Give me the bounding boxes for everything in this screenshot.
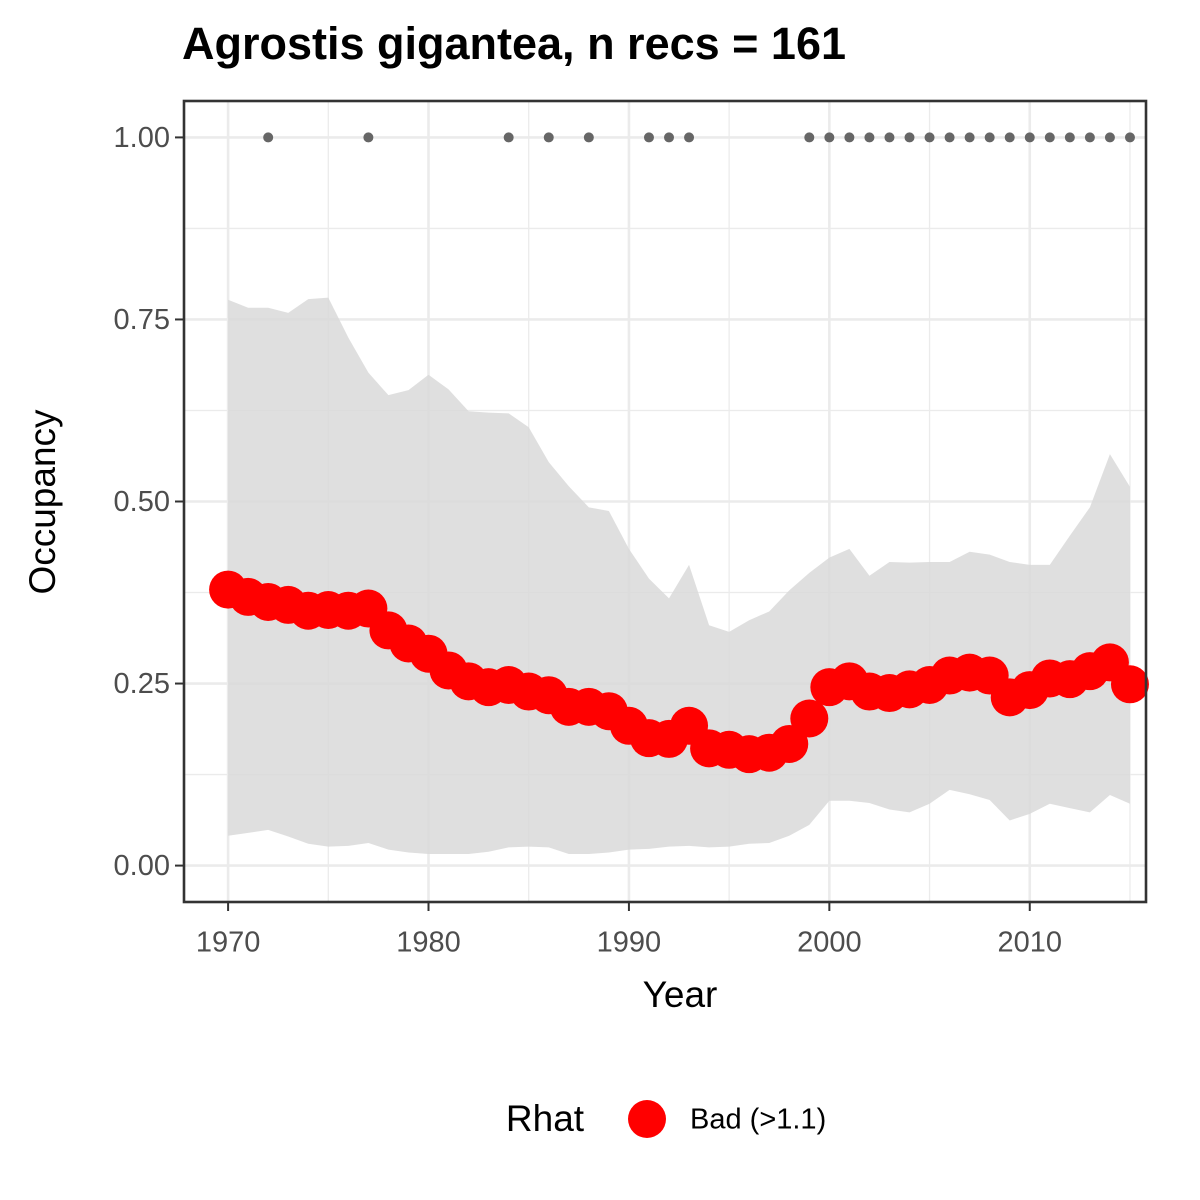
x-tick-label: 1990 [597, 927, 662, 959]
record-point [1064, 132, 1075, 143]
record-point [1084, 132, 1095, 143]
record-point [824, 132, 835, 143]
chart-title: Agrostis gigantea, n recs = 161 [182, 18, 846, 69]
y-axis-title: Occupancy [22, 409, 63, 595]
x-tick-label: 2010 [998, 927, 1063, 959]
x-tick-label: 2000 [797, 927, 862, 959]
legend-title: Rhat [506, 1098, 585, 1139]
record-point [583, 132, 594, 143]
panel-border [182, 99, 1148, 904]
x-tick-label: 1980 [396, 927, 461, 959]
occupancy-point [1110, 665, 1149, 704]
occupancy-point [770, 724, 809, 763]
record-point [964, 132, 975, 143]
record-point [1024, 132, 1035, 143]
occupancy-point [790, 699, 829, 738]
record-point [864, 132, 875, 143]
record-point [924, 132, 935, 143]
x-tick-label: 1970 [196, 927, 261, 959]
x-axis-title: Year [643, 974, 718, 1015]
record-point [944, 132, 955, 143]
record-point [904, 132, 915, 143]
record-point [844, 132, 855, 143]
legend-key [628, 1100, 666, 1138]
y-tick-label: 0.50 [114, 486, 170, 518]
record-point [503, 132, 514, 143]
record-point [804, 132, 815, 143]
y-tick-label: 0.00 [114, 850, 170, 882]
legend-label: Bad (>1.1) [690, 1104, 826, 1136]
record-point [543, 132, 554, 143]
record-point [884, 132, 895, 143]
record-point [1104, 132, 1115, 143]
record-point [363, 132, 374, 143]
record-point [1004, 132, 1015, 143]
y-tick-label: 1.00 [114, 122, 170, 154]
confidence-ribbon [228, 297, 1130, 854]
record-point [263, 132, 274, 143]
record-point [1044, 132, 1055, 143]
record-point [664, 132, 675, 143]
y-tick-label: 0.75 [114, 304, 170, 336]
record-point [984, 132, 995, 143]
record-point [1124, 132, 1135, 143]
record-point [684, 132, 695, 143]
y-tick-label: 0.25 [114, 668, 170, 700]
record-point [643, 132, 654, 143]
